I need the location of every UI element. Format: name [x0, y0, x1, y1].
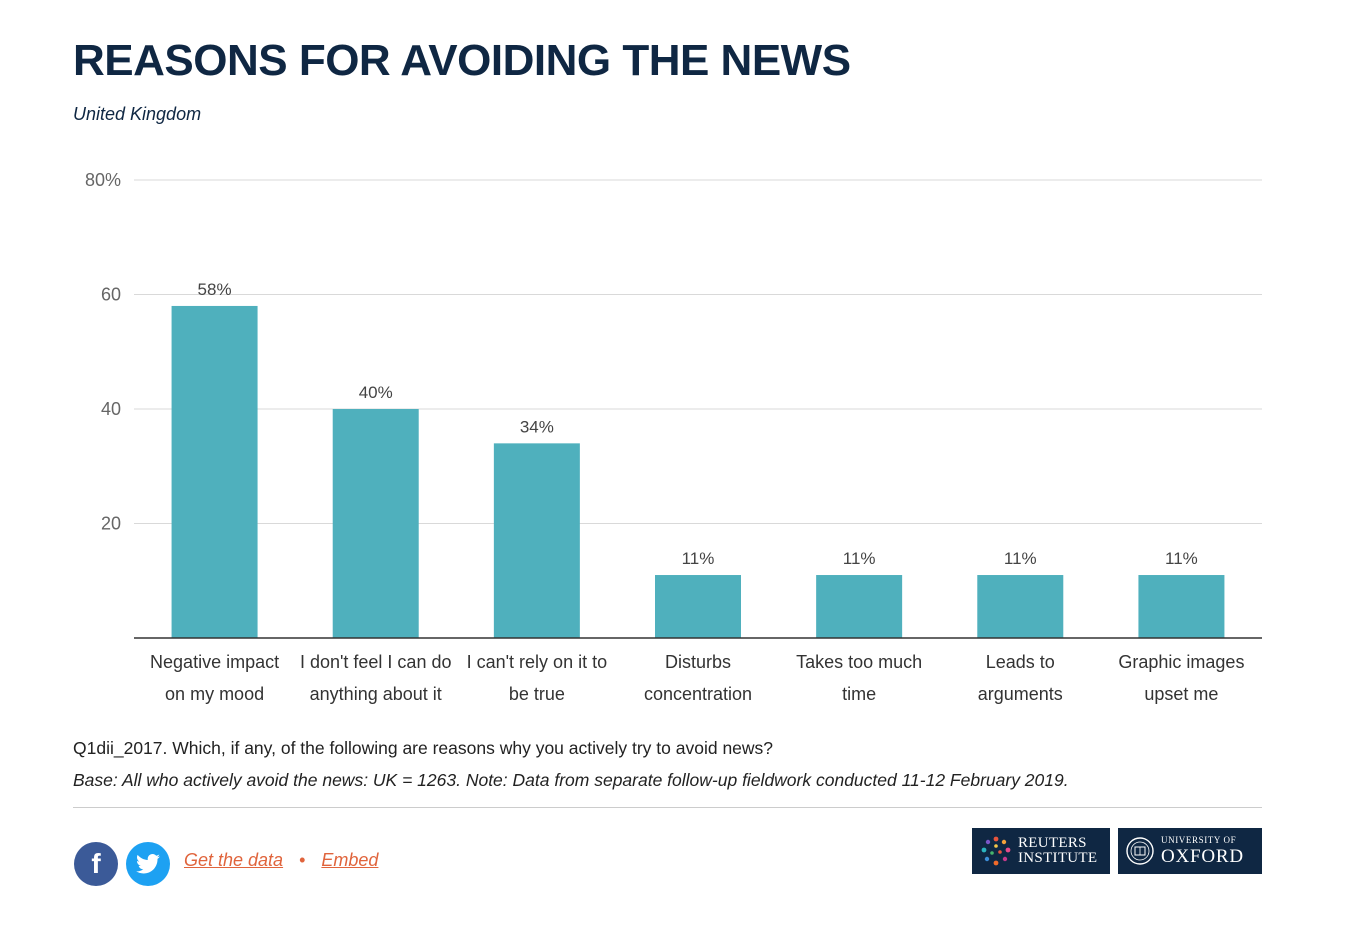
x-category-label: Leads to	[986, 652, 1055, 672]
x-category-label: arguments	[978, 684, 1063, 704]
twitter-icon[interactable]	[126, 842, 170, 886]
x-category-label: be true	[509, 684, 565, 704]
x-category-label: concentration	[644, 684, 752, 704]
y-tick-label: 40	[101, 399, 121, 419]
oxford-logo[interactable]: UNIVERSITY OF OXFORD	[1118, 828, 1262, 874]
oxford-logo-big: OXFORD	[1161, 846, 1244, 867]
oxford-crest-icon	[1126, 837, 1154, 865]
chart-title: REASONS FOR AVOIDING THE NEWS	[73, 36, 851, 85]
reuters-dots-icon	[981, 836, 1011, 866]
base-note: Base: All who actively avoid the news: U…	[73, 770, 1069, 790]
oxford-logo-small: UNIVERSITY OF	[1161, 835, 1237, 845]
reuters-logo-line-1: REUTERS	[1018, 835, 1087, 851]
x-category-label: anything about it	[310, 684, 442, 704]
data-label: 11%	[843, 549, 876, 568]
x-category-label: Takes too much	[796, 652, 922, 672]
facebook-icon[interactable]: f	[74, 842, 118, 886]
chart-subtitle: United Kingdom	[73, 104, 202, 124]
data-label: 58%	[198, 280, 232, 299]
get-data-link[interactable]: Get the data	[184, 850, 284, 870]
footer-links: Get the data • Embed	[184, 850, 378, 871]
bar	[493, 443, 580, 638]
y-tick-label: 20	[101, 514, 121, 534]
data-label: 40%	[359, 383, 393, 402]
y-tick-label: 80%	[85, 170, 121, 190]
x-category-label: I can't rely on it to	[467, 652, 608, 672]
divider	[73, 807, 1262, 808]
x-category-label: time	[842, 684, 876, 704]
data-label: 34%	[520, 417, 554, 436]
x-category-label: on my mood	[165, 684, 264, 704]
data-label: 11%	[1165, 549, 1198, 568]
bar-chart: 20 40 60 80% 58% Negative impact on my mood 40…	[85, 170, 1262, 704]
x-category-label: I don't feel I can do	[300, 652, 452, 672]
bar	[977, 575, 1064, 638]
x-category-label: Negative impact	[150, 652, 279, 672]
bar	[171, 305, 258, 638]
reuters-institute-logo[interactable]: REUTERS INSTITUTE	[972, 828, 1110, 874]
y-tick-label: 60	[101, 285, 121, 305]
bar	[332, 409, 419, 638]
embed-link[interactable]: Embed	[321, 850, 379, 870]
reuters-logo-text: REUTERS INSTITUTE	[1018, 836, 1097, 866]
data-label: 11%	[682, 549, 715, 568]
data-label: 11%	[1004, 549, 1037, 568]
x-category-label: Disturbs	[665, 652, 731, 672]
x-category-label: upset me	[1144, 684, 1218, 704]
x-category-label: Graphic images	[1118, 652, 1244, 672]
bar	[655, 575, 741, 638]
twitter-bird-icon	[136, 854, 160, 874]
question-note: Q1dii_2017. Which, if any, of the follow…	[73, 738, 774, 758]
bar	[816, 575, 903, 638]
oxford-logo-text: UNIVERSITY OF OXFORD	[1161, 835, 1244, 867]
reuters-logo-line-2: INSTITUTE	[1018, 850, 1098, 866]
bar	[1138, 575, 1225, 638]
separator-dot: •	[299, 850, 306, 870]
